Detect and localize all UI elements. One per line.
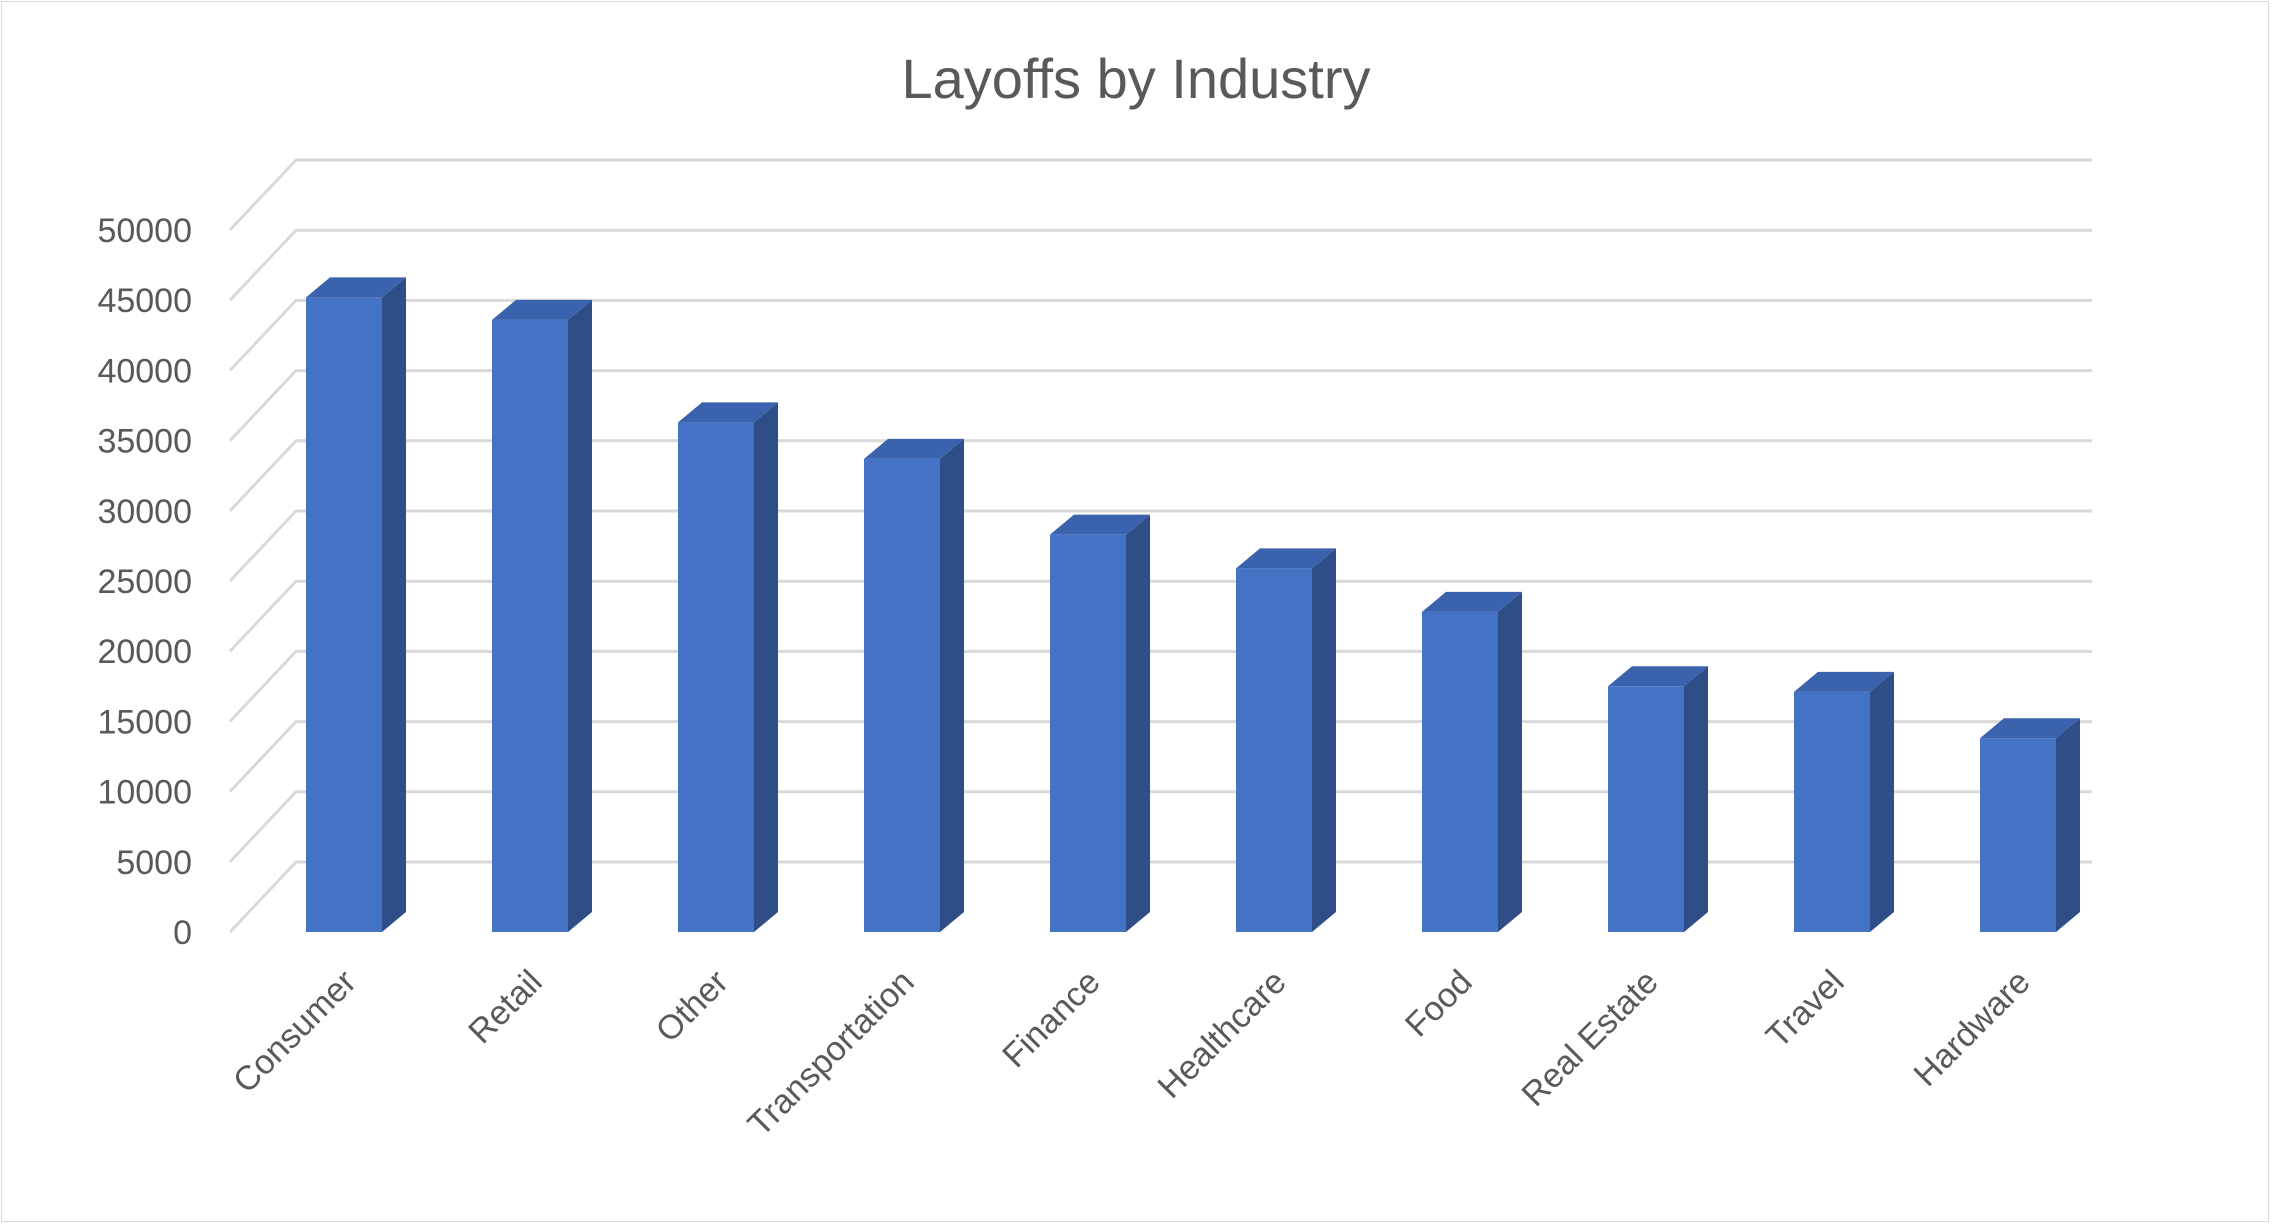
- bar-front: [1422, 611, 1498, 932]
- bar-side: [2056, 718, 2080, 932]
- bar-top: [1422, 591, 1522, 612]
- x-tick-label: Retail: [461, 963, 549, 1051]
- bar-side: [1312, 548, 1336, 932]
- bar-front: [1794, 691, 1870, 932]
- gridline: [228, 369, 2092, 442]
- bar-side: [1498, 591, 1522, 932]
- y-tick-label: 15000: [97, 703, 192, 741]
- gridline: [228, 509, 2092, 583]
- x-tick-label: Other: [649, 963, 736, 1050]
- chart-title: Layoffs by Industry: [902, 47, 1371, 110]
- bar-side: [1684, 666, 1708, 932]
- bar-front: [864, 458, 940, 932]
- x-tick-label: Transportation: [741, 963, 922, 1144]
- bar-side: [382, 277, 406, 933]
- bar-front: [1980, 738, 2056, 932]
- y-tick-label: 40000: [97, 352, 192, 390]
- x-tick-label: Real Estate: [1515, 963, 1666, 1114]
- y-tick-label: 25000: [97, 563, 192, 601]
- y-tick-label: 5000: [116, 844, 192, 882]
- bar: [1794, 671, 1894, 932]
- x-tick-label: Finance: [995, 963, 1107, 1075]
- bar: [1236, 548, 1336, 932]
- bar: [306, 277, 406, 933]
- y-tick-label: 50000: [97, 212, 192, 250]
- y-tick-label: 35000: [97, 423, 192, 461]
- bar-front: [678, 422, 754, 932]
- x-tick-label: Healthcare: [1151, 963, 1294, 1106]
- bar-front: [306, 297, 382, 933]
- bar-top: [1236, 548, 1336, 569]
- bar-front: [492, 319, 568, 933]
- gridline: [228, 579, 2092, 653]
- bar-top: [1794, 671, 1894, 692]
- y-tick-label: 20000: [97, 633, 192, 671]
- bar-side: [940, 438, 964, 932]
- y-tick-label: 45000: [97, 282, 192, 320]
- bar-side: [568, 299, 592, 933]
- bar-top: [492, 299, 592, 320]
- bar-side: [1870, 671, 1894, 932]
- bar: [1980, 718, 2080, 932]
- bar: [1050, 514, 1150, 932]
- bar-side: [754, 402, 778, 932]
- bar-front: [1236, 568, 1312, 932]
- bar-top: [1608, 666, 1708, 687]
- bar: [678, 402, 778, 932]
- gridline: [228, 439, 2092, 512]
- bar: [1422, 591, 1522, 932]
- bar: [864, 438, 964, 932]
- bar-front: [1050, 534, 1126, 932]
- bar: [492, 299, 592, 933]
- y-tick-label: 10000: [97, 774, 192, 812]
- bars: [306, 277, 2080, 933]
- x-tick-label: Food: [1398, 963, 1480, 1045]
- bar-side: [1126, 514, 1150, 932]
- bar-top: [864, 438, 964, 459]
- x-tick-label: Travel: [1759, 963, 1852, 1056]
- bar-top: [678, 402, 778, 423]
- bar-top: [1980, 718, 2080, 739]
- y-tick-label: 30000: [97, 493, 192, 531]
- gridline: [228, 298, 2092, 372]
- gridline: [228, 158, 2092, 232]
- bar: [1608, 666, 1708, 932]
- gridlines: [228, 158, 2092, 934]
- x-tick-label: Consumer: [226, 963, 364, 1101]
- gridline: [228, 228, 2092, 302]
- bar-top: [1050, 514, 1150, 535]
- x-axis-labels: Consumer Retail Other Transportation Finance…: [226, 963, 2038, 1144]
- bar-front: [1608, 686, 1684, 932]
- y-axis-ticks: 0 5000 10000 15000 20000 25000 30000 35000 40000…: [97, 212, 192, 952]
- x-tick-label: Hardware: [1907, 963, 2038, 1094]
- bar-top: [306, 277, 406, 298]
- y-tick-label: 0: [173, 914, 192, 952]
